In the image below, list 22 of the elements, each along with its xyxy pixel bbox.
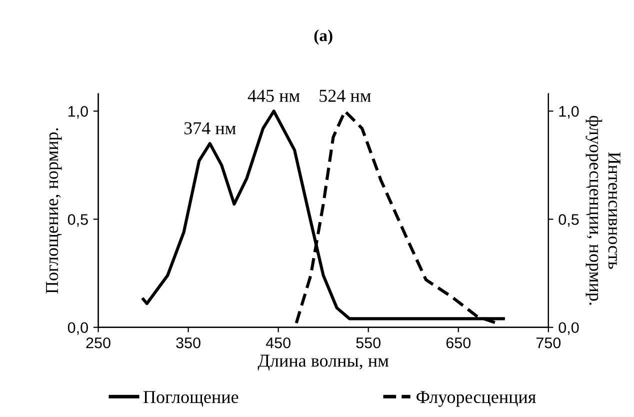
x-tick-label: 450: [266, 337, 290, 348]
y-axis-title: Поглощение, нормир.: [46, 128, 62, 294]
y-tick-label: 1,0: [68, 106, 88, 119]
y-tick-label: 0,0: [68, 322, 88, 335]
x-tick-label: 250: [86, 337, 110, 348]
x-tick-label: 650: [446, 337, 471, 348]
line-series: [142, 110, 505, 320]
x-tick-label: 750: [536, 337, 561, 348]
annotation: 374 нм: [184, 122, 236, 134]
x-tick-label: 350: [176, 337, 200, 348]
y2-tick-label: 0,0: [558, 322, 579, 335]
annotation: 524 нм: [320, 90, 371, 102]
x-tick-label: 550: [356, 337, 381, 348]
legend-label: Поглощение: [143, 391, 238, 407]
y2-axis-title: Интенсивность флуоресценции, нормир.: [586, 116, 620, 305]
chart-title: (a): [314, 29, 332, 45]
y-tick-label: 0,5: [68, 214, 88, 227]
legend-label: Флуоресценция: [416, 391, 536, 407]
y2-tick-label: 0,5: [558, 214, 579, 227]
annotation: 445 нм: [248, 90, 300, 102]
y2-tick-label: 1,0: [559, 106, 579, 119]
x-axis-title: Длина волны, нм: [258, 354, 389, 370]
